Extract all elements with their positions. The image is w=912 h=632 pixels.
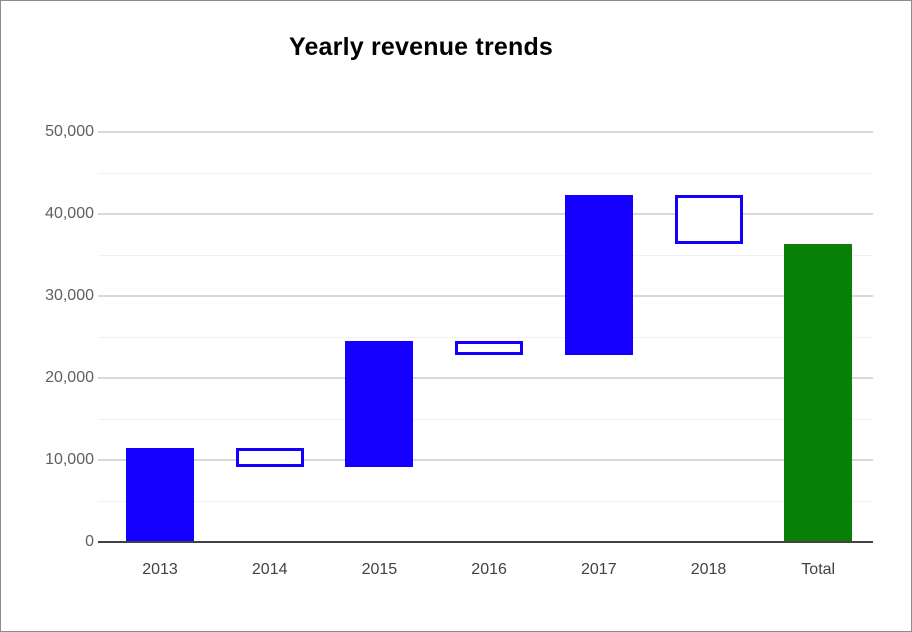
x-axis-tick-label: 2014 xyxy=(251,561,288,578)
y-axis-tick-label: 40,000 xyxy=(45,205,94,222)
major-gridline xyxy=(98,459,873,461)
y-axis-tick-label: 10,000 xyxy=(45,451,94,468)
x-axis-line xyxy=(98,541,873,543)
waterfall-bar-2016[interactable] xyxy=(455,341,524,356)
minor-gridline xyxy=(98,418,873,420)
major-gridline xyxy=(98,213,873,215)
y-axis-tick-label: 20,000 xyxy=(45,369,94,386)
waterfall-bar-2013[interactable] xyxy=(126,447,194,542)
minor-gridline xyxy=(98,254,873,256)
major-gridline xyxy=(98,295,873,297)
waterfall-bar-2015[interactable] xyxy=(345,341,414,468)
minor-gridline xyxy=(98,500,873,502)
y-axis-tick-label: 0 xyxy=(85,533,94,550)
y-axis-tick-label: 50,000 xyxy=(45,123,94,140)
waterfall-bar-2014[interactable] xyxy=(235,447,304,468)
major-gridline xyxy=(98,377,873,379)
minor-gridline xyxy=(98,172,873,174)
x-axis-tick-label: 2016 xyxy=(471,561,507,578)
x-axis-tick-label: 2017 xyxy=(581,561,617,578)
waterfall-bar-total[interactable] xyxy=(784,243,853,542)
x-axis-tick-label: Total xyxy=(801,561,836,578)
y-axis-tick-label: 30,000 xyxy=(45,287,94,304)
x-axis-tick-label: 2015 xyxy=(361,561,398,578)
x-axis-tick-label: 2018 xyxy=(690,561,727,578)
major-gridline xyxy=(98,131,873,133)
x-axis-tick-label: 2013 xyxy=(142,561,178,578)
waterfall-bar-2017[interactable] xyxy=(564,195,633,356)
waterfall-bar-2018[interactable] xyxy=(674,195,743,244)
chart-title: Yearly revenue trends xyxy=(288,33,554,61)
minor-gridline xyxy=(98,336,873,338)
